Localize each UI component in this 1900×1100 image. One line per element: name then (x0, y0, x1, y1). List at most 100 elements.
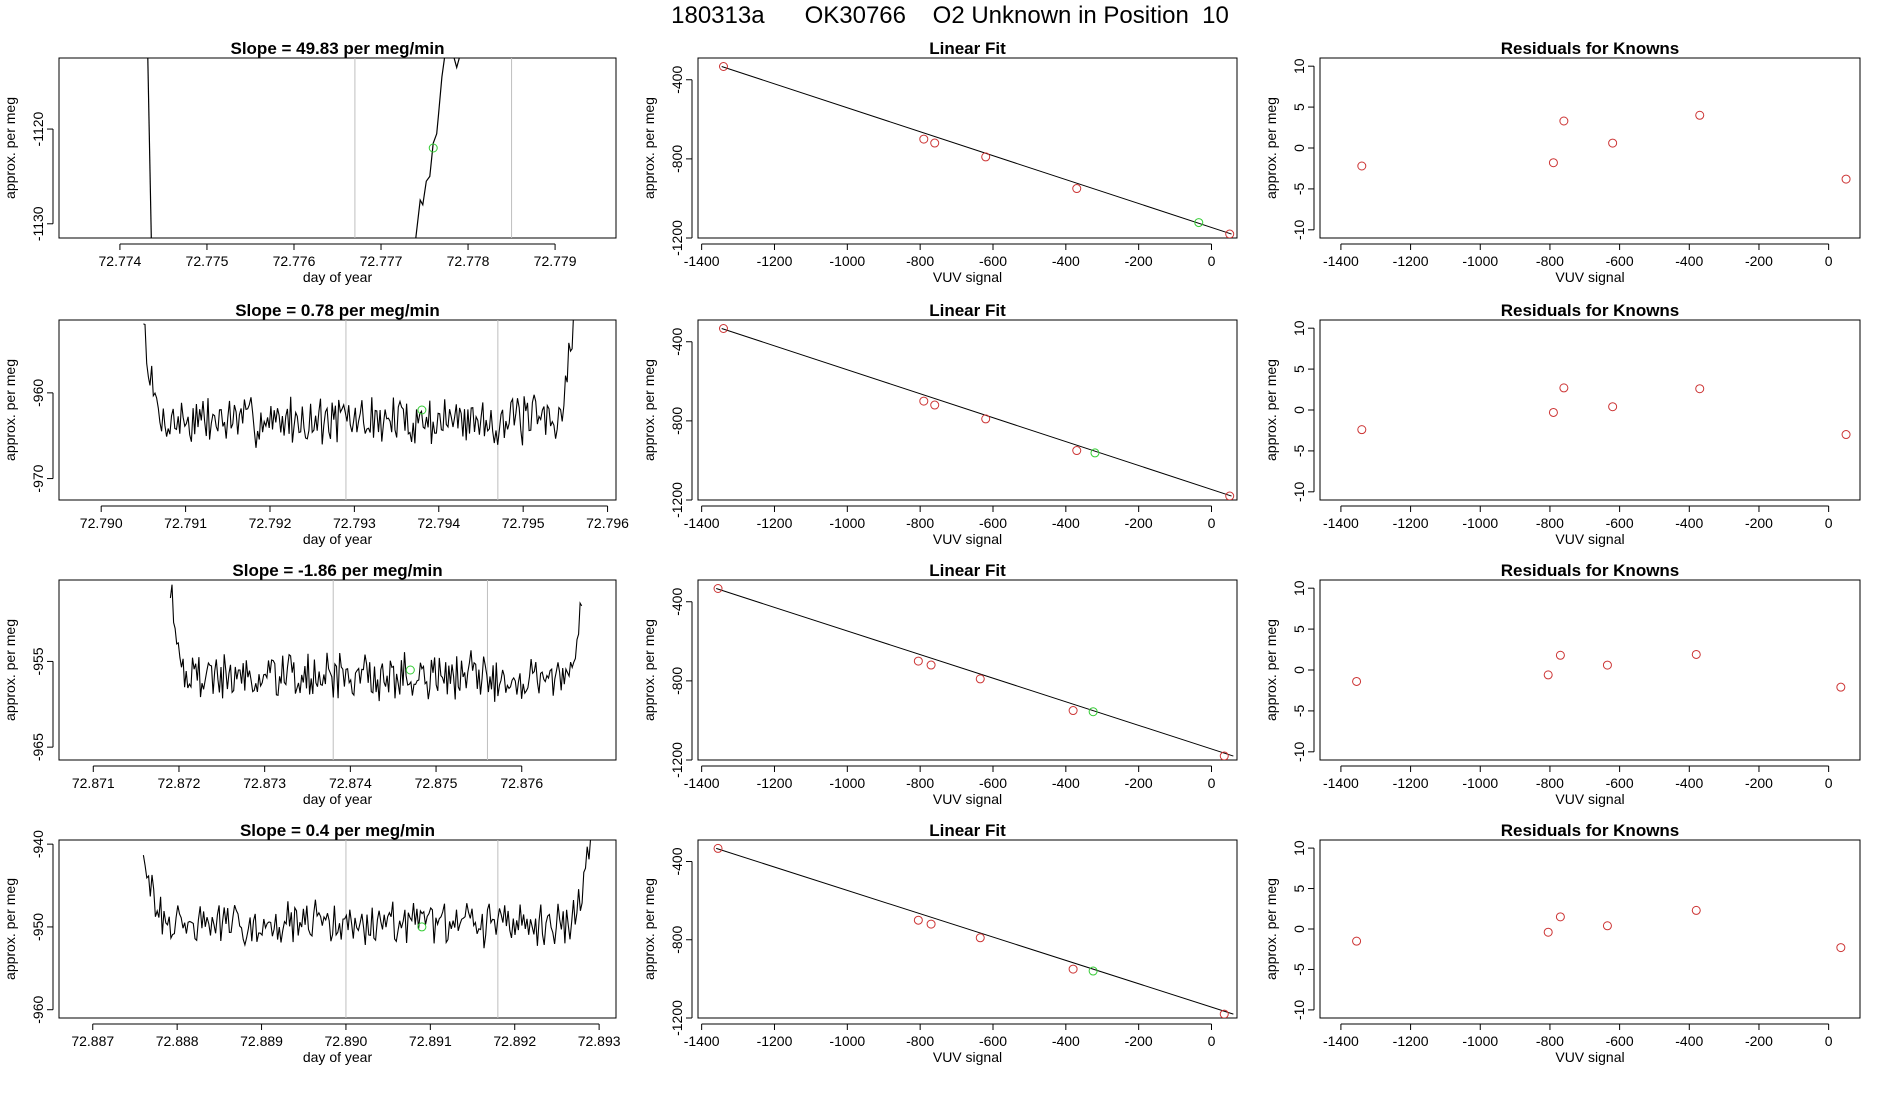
y-tick-label: -1130 (30, 206, 46, 241)
x-tick-label: -600 (1606, 775, 1634, 791)
residual-point (1352, 676, 1362, 686)
x-tick-label: 72.777 (360, 253, 403, 269)
chart-title: Slope = 0.4 per meg/min (240, 821, 435, 840)
residual-point (1608, 402, 1618, 412)
chart-title: Linear Fit (929, 561, 1006, 580)
x-axis-label: VUV signal (1555, 791, 1624, 807)
x-tick-label: 72.791 (164, 515, 207, 531)
plot-area (142, 840, 592, 1018)
x-tick-label: -1000 (1462, 1033, 1498, 1049)
y-tick-label: 0 (1291, 144, 1307, 152)
known-point (981, 152, 991, 162)
x-tick-label: -400 (1675, 515, 1703, 531)
known-point (981, 414, 991, 424)
chart-panel-1-residuals: Residuals for Knowns-1400 -1200 -1000 -800-… (1263, 301, 1861, 547)
x-tick-label: -1200 (1393, 775, 1429, 791)
residual-point (1548, 158, 1558, 168)
y-axis-label: approx. per meg (641, 97, 657, 199)
residual-point (1543, 927, 1553, 937)
plot-frame (697, 319, 1238, 501)
y-tick-label: -960 (30, 996, 46, 1024)
plot-area (713, 843, 1234, 1018)
plot-frame (1319, 57, 1861, 239)
plot-area (143, 320, 574, 500)
x-axis-label: VUV signal (933, 531, 1002, 547)
x-tick-label: -1400 (1323, 1033, 1359, 1049)
y-tick-label: -400 (669, 847, 685, 875)
y-tick-label: -10 (1291, 1000, 1307, 1020)
trace-line (415, 58, 446, 238)
residual-point (1695, 110, 1705, 120)
x-tick-label: 72.891 (409, 1033, 452, 1049)
y-tick-label: -10 (1291, 741, 1307, 761)
x-tick-label: 72.875 (415, 775, 458, 791)
y-axis-label: approx. per meg (641, 878, 657, 980)
x-tick-label: -1200 (1393, 1033, 1429, 1049)
y-tick-label: -950 (30, 913, 46, 941)
y-axis-label: approx. per meg (2, 619, 18, 721)
x-tick-label: -1000 (829, 253, 865, 269)
chart-title: Linear Fit (929, 821, 1006, 840)
x-tick-label: -1000 (1462, 515, 1498, 531)
plot-frame (1319, 839, 1861, 1019)
x-tick-label: 72.893 (578, 1033, 621, 1049)
y-tick-label: -5 (1291, 963, 1307, 976)
x-tick-label: -1400 (1323, 515, 1359, 531)
unknown-point (1194, 218, 1204, 228)
x-tick-label: -600 (979, 775, 1007, 791)
x-tick-label: 72.890 (325, 1033, 368, 1049)
x-tick-label: -1200 (1393, 515, 1429, 531)
chart-panel-3-residuals: Residuals for Knowns-1400 -1200 -1000 -800-… (1263, 821, 1861, 1065)
plot-frame (1319, 579, 1861, 761)
y-axis-label: approx. per meg (1263, 619, 1279, 721)
y-axis-label: approx. per meg (2, 97, 18, 199)
x-axis-label: day of year (303, 1049, 373, 1065)
chart-title: Residuals for Knowns (1501, 561, 1680, 580)
chart-panel-0-residuals: Residuals for Knowns-1400 -1200 -1000 -800-… (1263, 39, 1861, 285)
x-tick-label: -1200 (757, 515, 793, 531)
x-axis-label: VUV signal (1555, 269, 1624, 285)
x-tick-label: -600 (979, 515, 1007, 531)
x-tick-label: 72.876 (500, 775, 543, 791)
x-tick-label: -400 (1052, 253, 1080, 269)
y-tick-label: -800 (669, 407, 685, 435)
plot-area (1357, 383, 1851, 440)
y-tick-label: -955 (30, 647, 46, 675)
plot-frame (58, 579, 617, 761)
x-tick-label: -200 (1745, 515, 1773, 531)
fit-line (721, 66, 1232, 235)
residual-point (1357, 161, 1367, 171)
x-axis-label: day of year (303, 531, 373, 547)
x-tick-label: 0 (1825, 515, 1833, 531)
x-axis-label: VUV signal (1555, 1049, 1624, 1065)
chart-panel-2-residuals: Residuals for Knowns-1400 -1200 -1000 -800-… (1263, 561, 1861, 807)
x-tick-label: -400 (1052, 515, 1080, 531)
known-point (718, 62, 728, 72)
chart-title: Slope = 49.83 per meg/min (230, 39, 444, 58)
known-point (1068, 706, 1078, 716)
x-tick-label: 72.778 (447, 253, 490, 269)
chart-panel-3-fit: Linear Fit-1400 -1200 -1000 -800 -600 -400 -20… (641, 821, 1238, 1065)
residual-point (1836, 943, 1846, 953)
residual-point (1548, 407, 1558, 417)
x-tick-label: 0 (1825, 253, 1833, 269)
plot-frame (697, 839, 1238, 1019)
x-tick-label: 72.887 (71, 1033, 114, 1049)
y-tick-label: -800 (669, 145, 685, 173)
fit-line (716, 588, 1234, 757)
known-point (975, 933, 985, 943)
residual-point (1602, 660, 1612, 670)
known-point (975, 674, 985, 684)
unknown-point (417, 405, 427, 415)
known-point (713, 843, 723, 853)
residual-point (1352, 936, 1362, 946)
plot-frame (697, 57, 1238, 239)
x-tick-label: -600 (1606, 515, 1634, 531)
x-tick-label: 72.796 (586, 515, 629, 531)
chart-panel-3-trace: Slope = 0.4 per meg/min 72.887 72.888 72.88… (2, 821, 621, 1065)
x-tick-label: -200 (1125, 253, 1153, 269)
unknown-point (428, 143, 438, 153)
unknown-point (1090, 448, 1100, 458)
x-tick-label: -600 (979, 253, 1007, 269)
